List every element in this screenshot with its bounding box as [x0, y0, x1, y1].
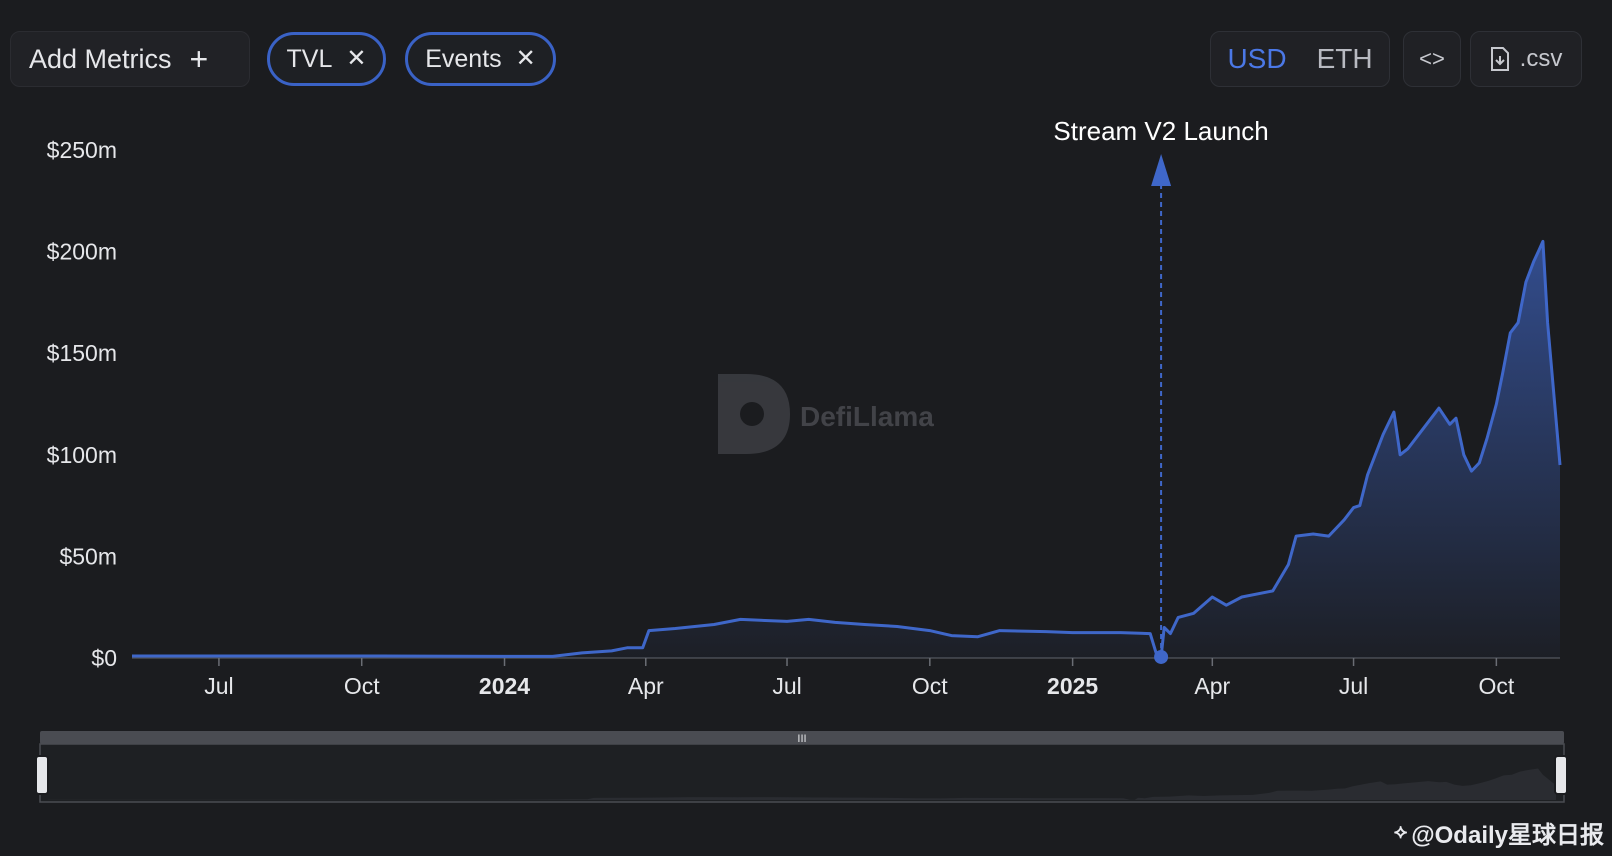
y-tick-label: $150m	[47, 340, 117, 366]
footer-credit-text: @Odaily星球日报	[1411, 822, 1604, 849]
footer-credit: ⟡ @Odaily星球日报	[1394, 815, 1604, 850]
plus-icon: +	[189, 41, 209, 77]
annotation-marker[interactable]	[1154, 649, 1169, 664]
metric-chip-events[interactable]: Events ✕	[405, 32, 556, 86]
x-tick-label: Jul	[1339, 673, 1368, 699]
download-csv-button[interactable]: .csv	[1470, 31, 1582, 87]
x-tick-label: Jul	[204, 673, 233, 699]
defillama-watermark: DefiLlama	[718, 374, 934, 454]
event-annotation: Stream V2 Launch	[1053, 116, 1269, 664]
close-icon[interactable]: ✕	[346, 45, 367, 72]
arrow-up-icon	[1151, 154, 1172, 186]
odaily-logo-icon: ⟡	[1394, 821, 1408, 843]
y-tick-label: $50m	[59, 543, 117, 569]
close-icon[interactable]: ✕	[515, 45, 536, 72]
file-download-icon	[1490, 47, 1509, 71]
tvl-line	[132, 239, 1562, 659]
currency-toggle: USD ETH	[1210, 31, 1390, 87]
navigator-right-handle[interactable]	[1554, 755, 1568, 795]
x-tick-label: Oct	[912, 673, 948, 699]
x-tick-label: Apr	[628, 673, 664, 699]
code-icon: <>	[1419, 46, 1445, 71]
x-tick-label: Apr	[1194, 673, 1230, 699]
y-tick-label: $200m	[47, 239, 117, 265]
x-tick-label: 2024	[479, 673, 530, 699]
x-tick-label: Oct	[1478, 673, 1514, 699]
x-tick-label: 2025	[1047, 673, 1098, 699]
watermark-text: DefiLlama	[800, 401, 934, 432]
metric-chip-tvl[interactable]: TVL ✕	[267, 32, 386, 86]
add-metrics-button[interactable]: Add Metrics +	[10, 31, 250, 87]
navigator-left-handle[interactable]	[35, 755, 49, 795]
x-axis: Jul Oct 2024 Apr Jul Oct 2025 Apr Jul Oct	[204, 658, 1515, 699]
y-tick-label: $250m	[47, 137, 117, 163]
y-axis: $0 $50m $100m $150m $200m $250m	[47, 137, 117, 671]
currency-usd-option[interactable]: USD	[1227, 43, 1287, 74]
y-tick-label: $0	[91, 645, 117, 671]
metric-chip-label: TVL	[286, 44, 333, 73]
range-navigator[interactable]: III	[35, 731, 1568, 803]
toolbar: Add Metrics + TVL ✕ Events ✕ USD ETH <> …	[0, 0, 1612, 110]
csv-label: .csv	[1519, 45, 1563, 72]
navigator-area	[48, 768, 1556, 800]
metric-chip-label: Events	[425, 44, 502, 73]
x-tick-label: Oct	[344, 673, 380, 699]
embed-button[interactable]: <>	[1403, 31, 1461, 87]
currency-eth-option[interactable]: ETH	[1316, 43, 1373, 74]
x-tick-label: Jul	[772, 673, 801, 699]
annotation-label: Stream V2 Launch	[1053, 116, 1268, 146]
y-tick-label: $100m	[47, 442, 117, 468]
navigator-scrollbar[interactable]	[40, 731, 1564, 744]
add-metrics-label: Add Metrics	[29, 43, 172, 74]
grip-icon: III	[797, 733, 806, 745]
tvl-area	[132, 241, 1560, 658]
